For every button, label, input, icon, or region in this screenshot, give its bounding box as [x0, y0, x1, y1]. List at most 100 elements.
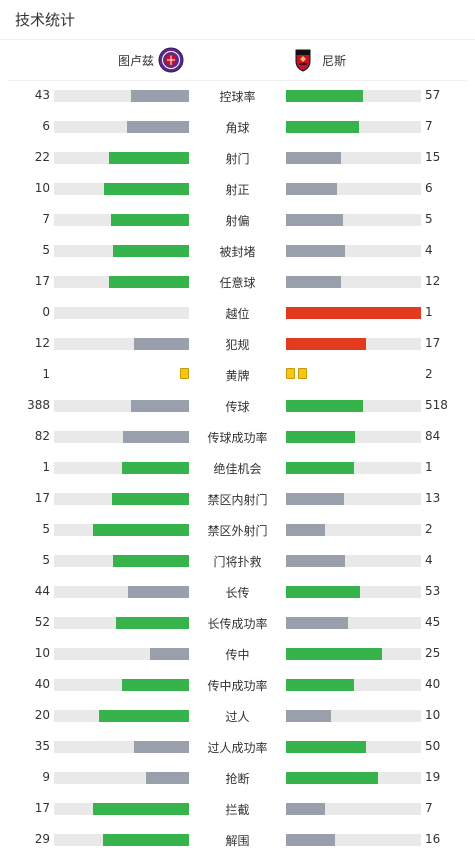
home-stat-value: 29 — [34, 832, 50, 846]
away-stat-bar — [286, 803, 421, 815]
away-stat-bar-fill — [286, 245, 346, 257]
away-stat-value: 518 — [425, 398, 448, 412]
away-stat-bar-fill — [286, 803, 326, 815]
home-stat-bar-fill — [133, 338, 189, 350]
home-yellow-cards — [180, 368, 189, 379]
home-stat-value: 7 — [42, 212, 50, 226]
home-stat-value: 388 — [27, 398, 50, 412]
stat-row: 17 拦截 7 — [0, 794, 475, 825]
away-stat-bar — [286, 648, 421, 660]
stat-row: 1 黄牌 2 — [0, 360, 475, 391]
stat-label: 任意球 — [219, 276, 256, 290]
stat-row: 6 角球 7 — [0, 112, 475, 143]
home-stat-bar — [54, 276, 189, 288]
away-stat-bar — [286, 555, 421, 567]
away-stat-bar-fill — [286, 90, 363, 102]
stat-row: 29 解围 16 — [0, 825, 475, 856]
home-stat-bar — [54, 617, 189, 629]
home-stat-value: 5 — [42, 553, 50, 567]
home-stat-bar — [54, 462, 189, 474]
away-stat-value: 16 — [425, 832, 441, 846]
home-stat-bar-fill — [93, 803, 189, 815]
away-stat-bar-fill — [286, 586, 361, 598]
stat-label: 被封堵 — [219, 245, 256, 259]
home-stat-bar-fill — [102, 834, 189, 846]
home-stat-bar — [54, 121, 189, 133]
stat-row: 9 抢断 19 — [0, 763, 475, 794]
stat-label: 解围 — [225, 834, 250, 848]
stat-row: 44 长传 53 — [0, 577, 475, 608]
away-stat-bar-fill — [286, 121, 359, 133]
home-stat-value: 35 — [34, 739, 50, 753]
away-team-name: 尼斯 — [322, 53, 347, 68]
yellow-card-icon — [180, 368, 189, 379]
home-stat-value: 17 — [34, 274, 50, 288]
stat-row: 5 被封堵 4 — [0, 236, 475, 267]
stat-label: 传中成功率 — [207, 679, 268, 693]
stat-row: 35 过人成功率 50 — [0, 732, 475, 763]
stat-label: 射门 — [225, 152, 250, 166]
stat-label: 传球成功率 — [207, 431, 268, 445]
away-stat-bar — [286, 741, 421, 753]
away-stat-value: 7 — [425, 119, 433, 133]
home-stat-bar — [54, 493, 189, 505]
away-stat-bar — [286, 400, 421, 412]
home-stat-bar-fill — [121, 679, 189, 691]
away-stat-value: 25 — [425, 646, 441, 660]
stat-label: 射偏 — [225, 214, 250, 228]
away-stat-bar — [286, 462, 421, 474]
away-stat-bar-fill — [286, 338, 366, 350]
stat-label: 禁区内射门 — [207, 493, 268, 507]
stat-label: 过人 — [225, 710, 250, 724]
home-stat-value: 9 — [42, 770, 50, 784]
away-stat-value: 12 — [425, 274, 441, 288]
home-stat-value: 17 — [34, 491, 50, 505]
home-stat-value: 52 — [34, 615, 50, 629]
yellow-card-icon — [286, 368, 295, 379]
home-stat-bar-fill — [130, 90, 189, 102]
away-stat-bar-fill — [286, 555, 346, 567]
home-stat-value: 6 — [42, 119, 50, 133]
home-stat-bar — [54, 245, 189, 257]
stat-row: 10 射正 6 — [0, 174, 475, 205]
home-stat-bar-fill — [126, 121, 189, 133]
away-yellow-cards — [286, 368, 307, 379]
home-stat-bar — [54, 307, 189, 319]
home-stat-bar — [54, 338, 189, 350]
home-stat-value: 17 — [34, 801, 50, 815]
home-team-name: 图卢兹 — [117, 53, 154, 68]
away-stat-value: 15 — [425, 150, 441, 164]
away-stat-bar — [286, 834, 421, 846]
stat-row: 17 任意球 12 — [0, 267, 475, 298]
away-stat-value: 1 — [425, 460, 433, 474]
away-stat-value: 10 — [425, 708, 441, 722]
home-stat-bar-fill — [145, 772, 189, 784]
stat-row: 17 禁区内射门 13 — [0, 484, 475, 515]
page-title: 技术统计 — [15, 11, 76, 29]
home-stat-value: 43 — [34, 88, 50, 102]
stat-row: 5 门将扑救 4 — [0, 546, 475, 577]
home-stat-bar — [54, 524, 189, 536]
home-team[interactable]: 图卢兹 — [118, 47, 184, 73]
away-stat-value: 57 — [425, 88, 441, 102]
home-stat-bar — [54, 803, 189, 815]
away-stat-value: 1 — [425, 305, 433, 319]
away-stat-value: 13 — [425, 491, 441, 505]
stat-row: 388 传球 518 — [0, 391, 475, 422]
nice-crest-icon — [290, 47, 316, 73]
home-stat-value: 22 — [34, 150, 50, 164]
stat-label: 拦截 — [225, 803, 250, 817]
home-stat-bar-fill — [122, 431, 189, 443]
away-team[interactable]: 尼斯 — [290, 47, 346, 73]
stat-row: 22 射门 15 — [0, 143, 475, 174]
away-stat-value: 17 — [425, 336, 441, 350]
home-stat-bar-fill — [109, 276, 189, 288]
stat-row: 12 犯规 17 — [0, 329, 475, 360]
stat-label: 过人成功率 — [207, 741, 268, 755]
toulouse-crest-icon — [158, 47, 184, 73]
away-stat-value: 50 — [425, 739, 441, 753]
stat-label: 长传 — [225, 586, 250, 600]
stat-label: 控球率 — [219, 90, 256, 104]
away-stat-value: 40 — [425, 677, 441, 691]
away-stat-value: 5 — [425, 212, 433, 226]
